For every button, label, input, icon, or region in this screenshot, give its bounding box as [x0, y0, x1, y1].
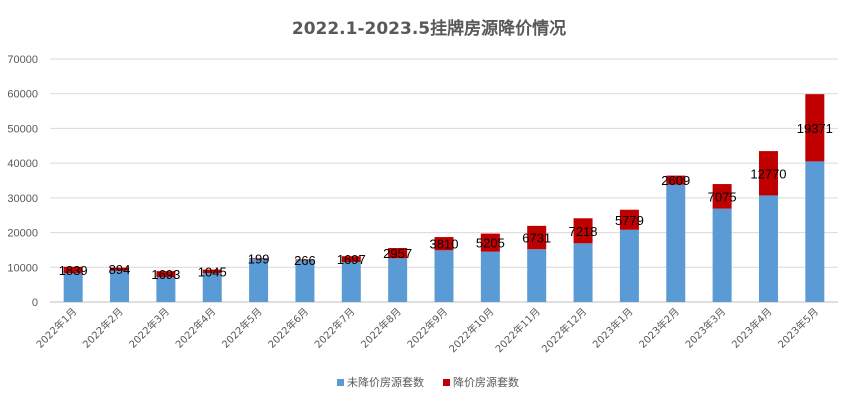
- data-label: 266: [294, 253, 316, 268]
- bar-reduced: [758, 151, 778, 196]
- y-tick-label: 40000: [7, 158, 38, 170]
- data-label: 12770: [750, 166, 786, 181]
- y-tick-label: 0: [32, 297, 38, 309]
- y-tick-label: 10000: [7, 262, 38, 274]
- chart-title: 2022.1-2023.5挂牌房源降价情况: [292, 18, 566, 39]
- x-tick-label: 2022年12月: [539, 305, 589, 355]
- bar-unreduced: [573, 243, 593, 302]
- bar-reduced: [434, 237, 454, 251]
- bar-unreduced: [156, 277, 176, 302]
- data-label: 7218: [569, 224, 598, 239]
- data-label: 7075: [708, 189, 737, 204]
- bars: [63, 94, 825, 302]
- y-tick-label: 70000: [7, 54, 38, 66]
- x-tick-label: 2022年9月: [404, 305, 450, 351]
- y-tick-label: 30000: [7, 193, 38, 205]
- y-tick-label: 60000: [7, 89, 38, 101]
- x-tick-label: 2022年1月: [33, 305, 79, 351]
- bar-unreduced: [805, 161, 825, 302]
- data-label: 1697: [337, 252, 366, 267]
- legend-label: 未降价房源套数: [347, 375, 424, 389]
- legend-swatch: [443, 379, 450, 386]
- data-label: 5205: [476, 236, 505, 251]
- bar-unreduced: [480, 251, 500, 302]
- bar-reduced: [341, 256, 361, 263]
- bar-reduced: [388, 247, 408, 259]
- x-tick-label: 2022年10月: [446, 305, 496, 355]
- x-tick-label: 2022年2月: [80, 305, 126, 351]
- x-tick-label: 2023年5月: [775, 305, 821, 351]
- bar-reduced: [480, 233, 500, 252]
- bar-unreduced: [341, 262, 361, 302]
- bar-reduced: [619, 209, 639, 230]
- y-axis-ticks: 0 10000 20000 30000 40000 50000 60000 70000: [7, 54, 38, 309]
- bar-unreduced: [434, 250, 454, 302]
- data-labels: 1839 894 1693 1045 199 266 1697 2957 3810 5205 673…: [59, 121, 833, 282]
- x-tick-label: 2022年4月: [173, 305, 219, 351]
- data-label: 2609: [661, 173, 690, 188]
- x-tick-label: 2022年11月: [492, 305, 542, 355]
- data-label: 5779: [615, 213, 644, 228]
- bar-reduced: [156, 271, 176, 278]
- x-tick-label: 2022年5月: [219, 305, 265, 351]
- bar-reduced: [63, 266, 83, 274]
- data-label: 6731: [522, 231, 551, 246]
- bar-unreduced: [388, 258, 408, 302]
- bar-reduced: [712, 184, 732, 209]
- x-tick-label: 2022年6月: [265, 305, 311, 351]
- bar-unreduced: [527, 249, 547, 302]
- x-tick-label: 2023年1月: [590, 305, 636, 351]
- legend: 未降价房源套数 降价房源套数: [337, 375, 519, 389]
- data-label: 1839: [59, 263, 88, 278]
- bar-unreduced: [63, 273, 83, 302]
- legend-label: 降价房源套数: [453, 375, 519, 389]
- data-label: 19371: [797, 121, 833, 136]
- bar-reduced: [249, 258, 269, 259]
- x-axis-ticks: 2022年1月 2022年2月 2022年3月 2022年4月 2022年5月 2022年…: [33, 305, 820, 355]
- data-label: 2957: [383, 246, 412, 261]
- x-tick-label: 2023年4月: [729, 305, 775, 351]
- bar-unreduced: [712, 208, 732, 302]
- data-label: 199: [248, 252, 270, 267]
- bar-unreduced: [249, 258, 269, 302]
- data-label: 894: [109, 262, 131, 277]
- bar-reduced: [110, 267, 130, 271]
- y-tick-label: 50000: [7, 123, 38, 135]
- x-tick-label: 2022年7月: [312, 305, 358, 351]
- bar-reduced: [666, 175, 686, 185]
- x-tick-label: 2022年3月: [126, 305, 172, 351]
- bar-unreduced: [110, 270, 130, 302]
- data-label: 1693: [151, 267, 180, 282]
- bar-reduced: [527, 225, 547, 250]
- bar-unreduced: [295, 260, 315, 302]
- bar-reduced: [573, 218, 593, 244]
- bar-unreduced: [758, 195, 778, 302]
- x-tick-label: 2022年8月: [358, 305, 404, 351]
- bar-reduced: [805, 94, 825, 162]
- bar-reduced: [202, 269, 222, 274]
- data-label: 1045: [198, 264, 227, 279]
- bar-unreduced: [619, 229, 639, 302]
- legend-swatch: [337, 379, 344, 386]
- bar-unreduced: [666, 184, 686, 302]
- y-tick-label: 20000: [7, 228, 38, 240]
- bar-reduced: [295, 259, 315, 261]
- x-tick-label: 2023年3月: [682, 305, 728, 351]
- gridlines: [50, 58, 838, 303]
- x-tick-label: 2023年2月: [636, 305, 682, 351]
- data-label: 3810: [430, 237, 459, 252]
- bar-unreduced: [202, 273, 222, 302]
